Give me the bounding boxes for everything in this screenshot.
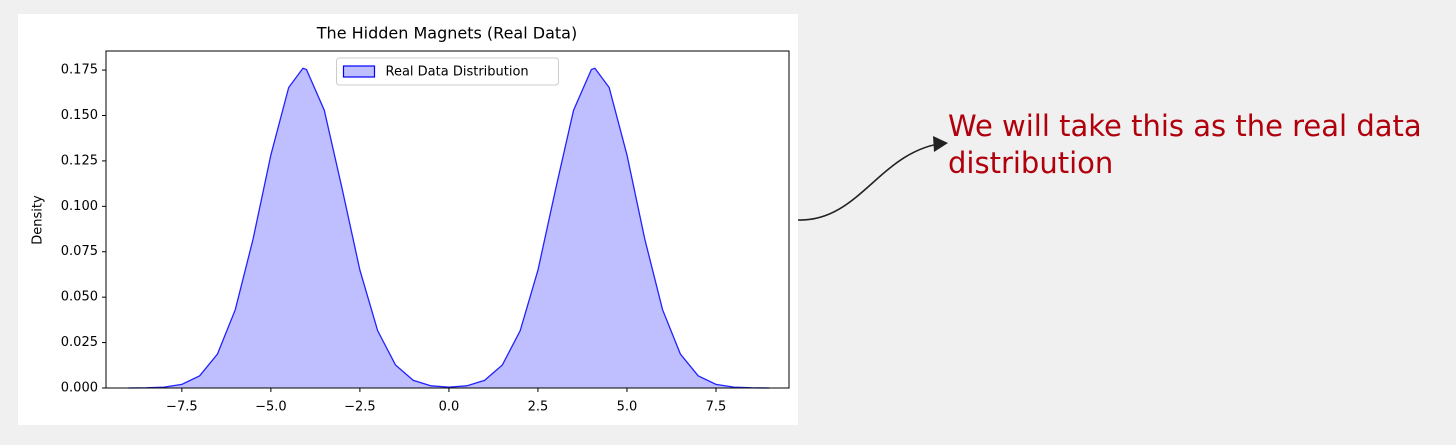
y-tick-label: 0.100 bbox=[61, 199, 98, 214]
annotation: We will take this as the real data distr… bbox=[948, 109, 1422, 180]
chart-title: The Hidden Magnets (Real Data) bbox=[316, 24, 577, 43]
legend-label: Real Data Distribution bbox=[386, 65, 529, 80]
y-tick-label: 0.175 bbox=[61, 63, 98, 78]
y-tick-label: 0.025 bbox=[61, 335, 98, 350]
x-tick-label: −5.0 bbox=[255, 400, 287, 415]
arrow-head bbox=[933, 136, 948, 152]
y-tick-label: 0.050 bbox=[61, 290, 98, 305]
line bbox=[128, 67, 770, 389]
x-tick-label: −2.5 bbox=[344, 400, 376, 415]
y-tick-label: 0.150 bbox=[61, 108, 98, 123]
y-axis-label: Density bbox=[31, 195, 46, 245]
x-tick-label: 2.5 bbox=[528, 400, 549, 415]
x-tick-label: −7.5 bbox=[166, 400, 198, 415]
x-tick-label: 7.5 bbox=[706, 400, 727, 415]
y-tick-label: 0.125 bbox=[61, 153, 98, 168]
area bbox=[128, 68, 770, 388]
plot-frame bbox=[105, 50, 790, 389]
x-tick-label: 0.0 bbox=[439, 400, 460, 415]
y-tick-label: 0.075 bbox=[61, 244, 98, 259]
y-tick-label: 0.000 bbox=[61, 381, 98, 396]
x-tick-label: 5.0 bbox=[617, 400, 638, 415]
legend-swatch bbox=[342, 65, 376, 78]
legend-box bbox=[336, 57, 559, 86]
arrow bbox=[797, 142, 946, 221]
